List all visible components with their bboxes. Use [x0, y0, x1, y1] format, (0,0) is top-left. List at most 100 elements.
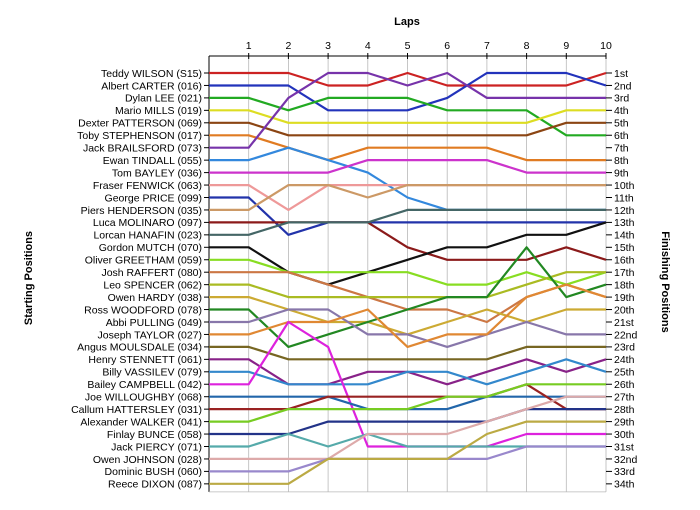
- driver-label: Dylan LEE (021): [125, 93, 202, 105]
- driver-label: Ewan TINDALL (055): [103, 155, 202, 167]
- driver-label: Jack PIERCY (071): [111, 441, 202, 453]
- finishing-position-label: 7th: [614, 143, 629, 155]
- series-line-7: [209, 71, 606, 149]
- driver-label: Gordon MUTCH (070): [99, 242, 202, 254]
- finishing-position-label: 5th: [614, 118, 629, 130]
- series-line-21: [209, 308, 606, 348]
- finishing-position-label: 8th: [614, 155, 629, 167]
- driver-label: Bailey CAMPBELL (042): [87, 379, 202, 391]
- finishing-position-label: 6th: [614, 130, 629, 142]
- driver-label: Joe WILLOUGHBY (068): [85, 392, 202, 404]
- driver-label: Tom BAYLEY (036): [112, 167, 202, 179]
- finishing-position-label: 19th: [614, 292, 635, 304]
- axis-layer: 1 2 3 4 5 6 7 8 9 10: [208, 40, 612, 493]
- finishing-position-label: 15th: [614, 242, 635, 254]
- series-line-30: [209, 408, 606, 436]
- series-line-9: [209, 159, 606, 174]
- lap-tick-label-9: 9: [563, 40, 569, 52]
- series-line-4: [209, 109, 606, 124]
- series-line-23: [209, 345, 606, 361]
- series-line-1: [209, 71, 607, 87]
- finishing-position-label: 10th: [614, 180, 635, 192]
- driver-label: Leo SPENCER (062): [103, 279, 202, 291]
- driver-label: Owen HARDY (038): [108, 292, 202, 304]
- series-line-28: [209, 383, 606, 411]
- finishing-position-label: 20th: [614, 304, 635, 316]
- driver-label: Owen JOHNSON (028): [93, 454, 202, 466]
- finishing-position-label: 13th: [614, 217, 635, 229]
- finishing-position-label: 25th: [614, 367, 635, 379]
- finishing-position-label: 1st: [614, 68, 628, 80]
- finishing-position-label: 32nd: [614, 454, 638, 466]
- x-axis-title: Laps: [394, 16, 420, 28]
- series-line-29: [209, 383, 606, 423]
- lap-tick-label-2: 2: [285, 40, 291, 52]
- finishing-position-label: 27th: [614, 392, 635, 404]
- driver-label: Mario MILLS (019): [115, 105, 202, 117]
- finishing-position-label: 4th: [614, 105, 629, 117]
- lap-tick-label-5: 5: [405, 40, 411, 52]
- driver-label: Albert CARTER (016): [101, 80, 202, 92]
- finishing-position-label: 12th: [614, 205, 635, 217]
- series-line-16: [209, 258, 607, 286]
- driver-label: Josh RAFFERT (080): [101, 267, 202, 279]
- finishing-position-label: 21st: [614, 317, 634, 329]
- series-line-25: [209, 358, 607, 386]
- lap-tick-label-1: 1: [246, 40, 252, 52]
- driver-label: Teddy WILSON (S15): [101, 68, 202, 80]
- finishing-position-label: 34th: [614, 479, 635, 491]
- driver-label: Billy VASSILEV (079): [102, 367, 202, 379]
- finishing-position-label: 2nd: [614, 80, 632, 92]
- driver-label: Henry STENNETT (061): [88, 354, 202, 366]
- driver-label: Finlay BUNCE (058): [107, 429, 202, 441]
- series-line-2: [209, 71, 607, 112]
- series-line-32: [209, 395, 606, 460]
- finishing-position-label: 28th: [614, 404, 635, 416]
- finishing-position-label: 3rd: [614, 93, 629, 105]
- series-line-5: [209, 121, 606, 137]
- finishing-position-label: 16th: [614, 255, 635, 267]
- driver-label: Reece DIXON (087): [108, 479, 202, 491]
- y-axis-title-right: Finishing Positions: [659, 231, 671, 332]
- series-line-13: [209, 221, 607, 261]
- lap-tick-label-7: 7: [484, 40, 490, 52]
- finishing-position-label: 17th: [614, 267, 635, 279]
- driver-label: Alexander WALKER (041): [80, 416, 202, 428]
- driver-label: George PRICE (099): [105, 192, 202, 204]
- lap-tick-label-10: 10: [600, 40, 612, 52]
- finishing-position-label: 31st: [614, 441, 634, 453]
- driver-label: Angus MOULSDALE (034): [77, 342, 202, 354]
- driver-label: Abbi PULLING (049): [106, 317, 202, 329]
- finishing-position-label: 22nd: [614, 329, 638, 341]
- finishing-position-label: 14th: [614, 230, 635, 242]
- series-line-34: [209, 420, 606, 485]
- driver-label: Jack BRAILSFORD (073): [83, 143, 202, 155]
- series-line-14: [209, 208, 606, 236]
- finishing-position-label: 24th: [614, 354, 635, 366]
- finishing-position-label: 29th: [614, 416, 635, 428]
- series-line-6: [209, 134, 606, 162]
- driver-label: Ross WOODFORD (078): [84, 304, 202, 316]
- finishing-position-label: 11th: [614, 192, 634, 204]
- series-line-15: [209, 221, 607, 286]
- lap-tick-label-3: 3: [325, 40, 331, 52]
- finishing-position-label: 9th: [614, 167, 629, 179]
- driver-label: Oliver GREETHAM (059): [85, 255, 202, 267]
- driver-label: Lorcan HANAFIN (023): [93, 230, 202, 242]
- series-line-22: [209, 283, 607, 348]
- driver-label: Dexter PATTERSON (069): [78, 118, 202, 130]
- driver-label: Joseph TAYLOR (027): [98, 329, 202, 341]
- series-layer: [209, 71, 607, 485]
- y-axis-title-left: Starting Positions: [23, 231, 35, 325]
- lap-tick-label-6: 6: [444, 40, 450, 52]
- driver-label: Luca MOLINARO (097): [93, 217, 202, 229]
- driver-label: Dominic BUSH (060): [105, 466, 202, 478]
- finishing-position-label: 33rd: [614, 466, 635, 478]
- driver-label: Piers HENDERSON (035): [81, 205, 202, 217]
- series-line-18: [209, 271, 606, 299]
- lap-tick-label-8: 8: [524, 40, 530, 52]
- label-layer: Teddy WILSON (S15)Albert CARTER (016)Dyl…: [71, 68, 637, 491]
- finishing-position-label: 18th: [614, 279, 635, 291]
- finishing-position-label: 26th: [614, 379, 635, 391]
